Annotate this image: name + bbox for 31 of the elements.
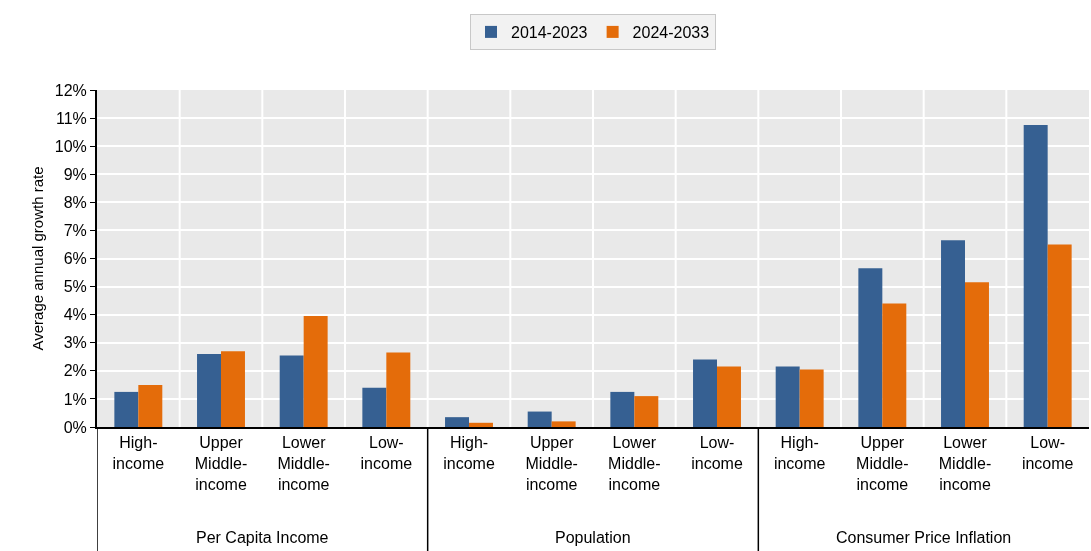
y-tick-label: 5%	[63, 278, 87, 296]
legend-label: 2024-2033	[632, 24, 710, 42]
text: Per Capita Income	[196, 529, 329, 546]
y-tick-label: 10%	[54, 137, 87, 155]
legend-label: 2014-2023	[511, 24, 588, 42]
y-axis-title: Average annual growth rate	[28, 166, 46, 351]
text: Population	[555, 529, 631, 546]
x-tick-label: High-income	[443, 434, 495, 472]
x-tick-label: Low-income	[1021, 434, 1074, 472]
y-tick-label: 3%	[63, 334, 87, 352]
y-tick-label: 8%	[63, 193, 87, 211]
y-tick-label: 7%	[63, 222, 87, 240]
x-tick-label: High-income	[112, 434, 165, 472]
x-tick-label: Low-income	[691, 434, 743, 472]
y-tick-label: 0%	[63, 418, 87, 436]
x-tick-label: Low-income	[360, 434, 413, 472]
x-tick-label: Upper Middle-income	[856, 434, 909, 493]
x-tick-label: Lower Middle-income	[938, 434, 992, 493]
text: Consumer Price Inflation	[836, 529, 1012, 546]
x-tick-label: Upper Middle-income	[194, 434, 248, 493]
y-tick-label: 2%	[63, 362, 87, 380]
y-tick-label: 4%	[63, 306, 87, 324]
x-tick-label: Upper Middle-income	[525, 434, 578, 493]
y-tick-label: 6%	[63, 250, 87, 268]
y-tick-label: 11%	[55, 109, 87, 127]
y-tick-label: 9%	[63, 165, 87, 183]
x-tick-label: High-income	[773, 434, 826, 472]
x-tick-label: Lower Middle-income	[608, 434, 661, 493]
y-tick-label: 12%	[54, 81, 87, 99]
x-tick-label: Lower Middle-income	[277, 434, 330, 493]
y-tick-label: 1%	[63, 390, 87, 408]
